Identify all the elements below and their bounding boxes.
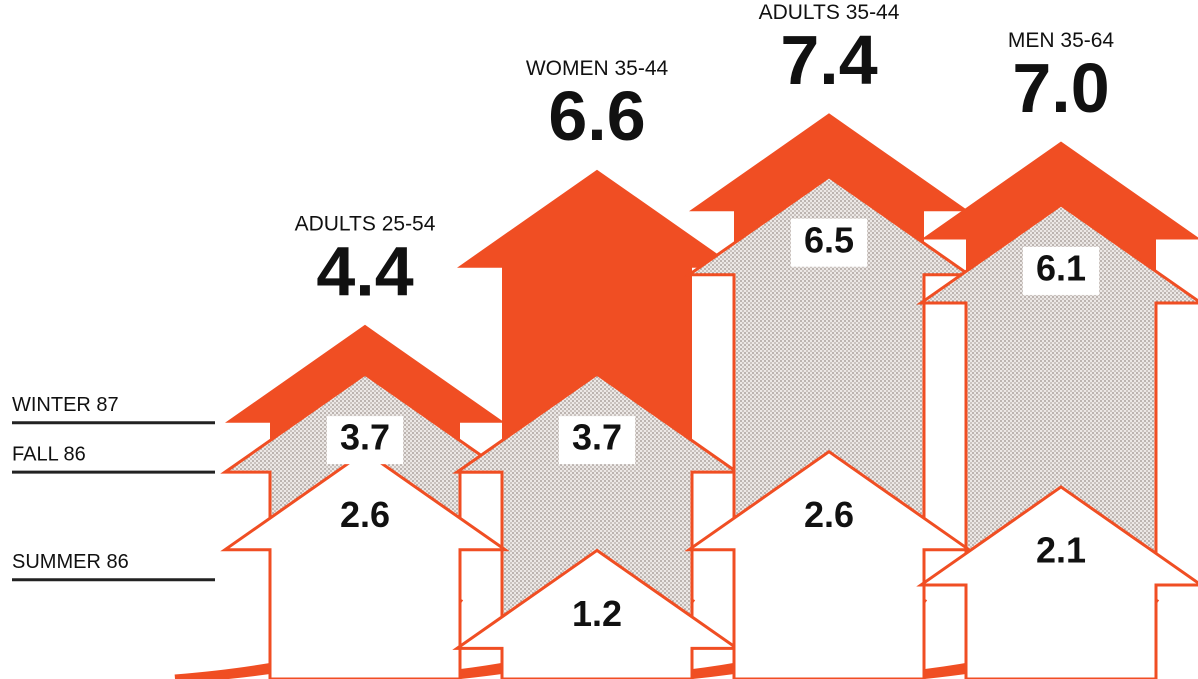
legend-label: WINTER 87 bbox=[12, 394, 119, 416]
value-label: 6.6 bbox=[548, 77, 645, 155]
value-label: 6.5 bbox=[804, 219, 854, 260]
value-label: 3.7 bbox=[572, 417, 622, 458]
page: {"chart_data": {"type": "arrow", "catego… bbox=[0, 0, 1198, 679]
value-label: 4.4 bbox=[316, 232, 413, 310]
chart: 2.61.22.62.13.73.76.56.1ADULTS 25-544.4W… bbox=[0, 0, 1198, 679]
value-label: 3.7 bbox=[340, 417, 390, 458]
value-label: 7.4 bbox=[780, 21, 877, 99]
legend-label: SUMMER 86 bbox=[12, 551, 129, 573]
value-label: 2.1 bbox=[1036, 529, 1086, 570]
value-label: 2.6 bbox=[804, 494, 854, 535]
legend-label: FALL 86 bbox=[12, 443, 86, 465]
value-label: 7.0 bbox=[1012, 49, 1109, 127]
value-label: 2.6 bbox=[340, 494, 390, 535]
value-label: 1.2 bbox=[572, 593, 622, 634]
value-label: 6.1 bbox=[1036, 247, 1086, 288]
